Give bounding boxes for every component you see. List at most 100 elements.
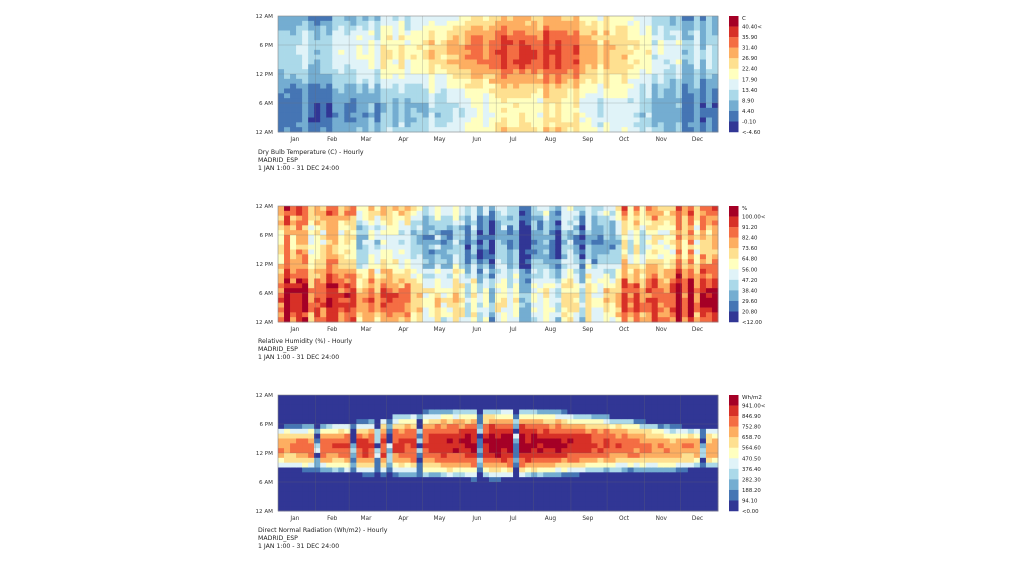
radiation-heatmap-cell: [350, 395, 357, 401]
humidity-heatmap-cell: [585, 264, 592, 270]
humidity-heatmap-cell: [501, 239, 508, 246]
temperature-heatmap-cell: [392, 93, 399, 99]
humidity-heatmap-cell: [434, 288, 442, 294]
temperature-heatmap-cell: [657, 127, 665, 133]
humidity-heatmap-cell: [633, 235, 641, 241]
temperature-legend-label: 17.90: [742, 77, 758, 83]
temperature-heatmap-cell: [675, 35, 683, 41]
humidity-heatmap-cell: [410, 210, 418, 217]
humidity-heatmap-cell: [639, 230, 647, 236]
temperature-heatmap-cell: [416, 98, 424, 104]
temperature-heatmap-cell: [320, 45, 327, 51]
radiation-heatmap-cell: [296, 414, 303, 420]
radiation-heatmap-cell: [591, 438, 598, 444]
radiation-heatmap-cell: [356, 443, 363, 449]
temperature-month-label: Feb: [327, 137, 338, 143]
humidity-heatmap-cell: [278, 206, 285, 212]
temperature-heatmap-cell: [639, 103, 647, 109]
temperature-heatmap-cell: [320, 117, 327, 123]
temperature-heatmap-cell: [404, 45, 412, 51]
radiation-heatmap-cell: [494, 424, 502, 430]
radiation-heatmap-cell: [609, 414, 616, 420]
radiation-heatmap-cell: [513, 424, 520, 430]
radiation-heatmap-cell: [416, 477, 424, 483]
temperature-heatmap-cell: [410, 103, 418, 109]
humidity-heatmap-cell: [591, 293, 598, 299]
humidity-heatmap-cell: [633, 254, 641, 260]
radiation-heatmap-cell: [416, 472, 424, 478]
humidity-heatmap-cell: [519, 215, 526, 221]
temperature-heatmap-cell: [404, 54, 412, 60]
humidity-heatmap-cell: [513, 230, 520, 236]
radiation-heatmap-cell: [380, 414, 387, 420]
humidity-heatmap-cell: [422, 288, 430, 294]
temperature-heatmap-cell: [513, 69, 520, 75]
temperature-heatmap-cell: [519, 122, 526, 128]
humidity-heatmap-cell: [302, 206, 309, 212]
humidity-heatmap-cell: [513, 225, 520, 231]
humidity-heatmap-cell: [579, 312, 586, 318]
humidity-heatmap-cell: [302, 288, 309, 294]
radiation-heatmap-cell: [476, 486, 484, 493]
humidity-heatmap-cell: [609, 239, 616, 246]
humidity-heatmap-cell: [597, 259, 604, 265]
humidity-heatmap-cell: [368, 273, 375, 279]
humidity-heatmap-cell: [326, 220, 333, 226]
radiation-heatmap-cell: [344, 409, 351, 415]
temperature-heatmap-cell: [284, 78, 291, 85]
temperature-heatmap-cell: [663, 54, 671, 60]
temperature-heatmap-cell: [434, 127, 442, 133]
humidity-heatmap-cell: [657, 302, 665, 308]
humidity-heatmap-cell: [669, 235, 677, 241]
humidity-heatmap-cell: [278, 317, 285, 323]
humidity-heatmap-cell: [410, 220, 418, 226]
temperature-heatmap-cell: [356, 112, 363, 118]
temperature-heatmap-cell: [464, 59, 472, 65]
humidity-heatmap-cell: [687, 254, 695, 260]
temperature-heatmap-cell: [392, 49, 399, 56]
radiation-heatmap-cell: [464, 438, 472, 444]
radiation-heatmap-cell: [338, 453, 345, 459]
temperature-heatmap-cell: [464, 25, 472, 31]
temperature-heatmap-cell: [645, 59, 653, 65]
temperature-heatmap-cell: [452, 88, 460, 94]
humidity-heatmap-cell: [675, 206, 683, 212]
humidity-heatmap-cell: [669, 254, 677, 260]
humidity-heatmap-cell: [494, 254, 502, 260]
radiation-heatmap-cell: [579, 506, 586, 512]
temperature-heatmap-cell: [645, 25, 653, 31]
temperature-heatmap-cell: [440, 127, 448, 133]
temperature-heatmap-cell: [440, 83, 448, 89]
radiation-heatmap-cell: [278, 433, 285, 439]
radiation-heatmap-cell: [482, 457, 490, 464]
humidity-heatmap-cell: [302, 249, 309, 255]
temperature-heatmap-cell: [525, 20, 532, 27]
temperature-heatmap-cell: [296, 98, 303, 104]
temperature-heatmap-cell: [627, 112, 635, 118]
radiation-heatmap-cell: [458, 506, 466, 512]
radiation-heatmap-cell: [308, 486, 315, 493]
temperature-heatmap-cell: [573, 64, 580, 70]
temperature-heatmap-cell: [525, 49, 532, 56]
radiation-heatmap-cell: [567, 467, 574, 473]
radiation-heatmap-cell: [464, 457, 472, 464]
radiation-heatmap-cell: [350, 438, 357, 444]
temperature-heatmap-cell: [705, 112, 713, 118]
radiation-heatmap-cell: [549, 395, 556, 401]
temperature-heatmap-cell: [428, 59, 436, 65]
humidity-heatmap-cell: [693, 264, 701, 270]
radiation-heatmap-cell: [296, 419, 303, 425]
humidity-legend-swatch: [729, 311, 739, 323]
radiation-heatmap-cell: [609, 433, 616, 439]
radiation-heatmap-cell: [320, 414, 327, 420]
humidity-heatmap-cell: [525, 293, 532, 299]
radiation-heatmap-cell: [314, 419, 321, 425]
radiation-heatmap-cell: [392, 477, 399, 483]
radiation-heatmap-cell: [416, 409, 424, 415]
radiation-heatmap-cell: [464, 501, 472, 507]
radiation-heatmap-cell: [434, 404, 442, 410]
radiation-heatmap-cell: [537, 506, 544, 512]
humidity-heatmap-cell: [555, 259, 562, 265]
temperature-heatmap-cell: [525, 98, 532, 104]
humidity-heatmap-cell: [416, 210, 424, 217]
